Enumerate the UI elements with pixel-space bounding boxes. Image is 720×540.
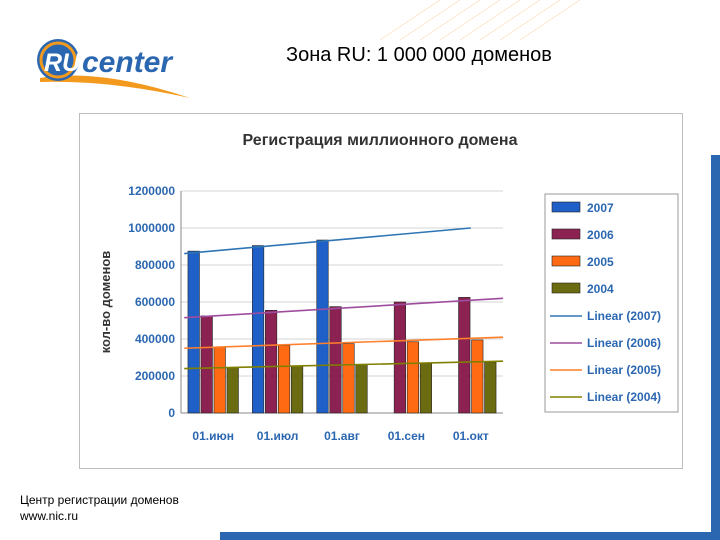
bar-2005-0 [213, 347, 226, 414]
legend-box [544, 193, 679, 413]
bar-2007-2 [316, 239, 329, 414]
bar-2004-2 [355, 364, 368, 414]
legend-label: 2005 [587, 255, 614, 269]
bar-2006-2 [329, 306, 342, 414]
legend-label: 2006 [587, 228, 614, 242]
legend-swatch-2005 [551, 255, 581, 267]
x-tick-label: 01.окт [453, 429, 489, 443]
slide-title: Зона RU: 1 000 000 доменов [286, 44, 552, 66]
chart-title: Регистрация миллионного домена [243, 132, 518, 149]
bar-2004-0 [226, 367, 239, 414]
rucenter-logo: RU center [30, 30, 200, 105]
trendline-0 [184, 227, 471, 255]
bar-2005-2 [342, 343, 355, 414]
svg-text:RU: RU [44, 49, 81, 77]
legend-label: 2004 [587, 282, 614, 296]
legend-label: Linear (2004) [587, 390, 661, 404]
y-tick-label: 400000 [135, 332, 175, 346]
x-tick-label: 01.авг [324, 429, 360, 443]
footer-url[interactable]: www.nic.ru [20, 509, 79, 523]
legend-swatch-2006 [551, 228, 581, 240]
footer-company: Центр регистрации доменов [20, 493, 179, 507]
y-tick-label: 200000 [135, 369, 175, 383]
legend-label: Linear (2007) [587, 309, 661, 323]
trendline-2 [184, 336, 504, 350]
y-tick-label: 0 [168, 406, 175, 420]
legend-swatch-2007 [551, 201, 581, 213]
y-tick-label: 1200000 [128, 184, 175, 198]
bar-chart: Регистрация миллионного домена 0 200000 400… [98, 132, 679, 443]
bar-2005-1 [278, 345, 291, 414]
y-tick-label: 800000 [135, 258, 175, 272]
trendline-3 [184, 360, 504, 370]
x-tick-label: 01.июл [257, 429, 299, 443]
bar-2006-3 [393, 301, 406, 414]
bar-2007-0 [187, 250, 200, 414]
legend-label: Linear (2006) [587, 336, 661, 350]
bar-2004-1 [291, 365, 304, 414]
legend-label: 2007 [587, 201, 614, 215]
bar-2004-4 [484, 361, 497, 414]
bar-2007-1 [252, 245, 265, 414]
legend-swatch-2004 [551, 282, 581, 294]
legend-label: Linear (2005) [587, 363, 661, 377]
trendline-1 [184, 297, 504, 319]
x-tick-label: 01.июн [192, 429, 234, 443]
bar-2004-3 [419, 363, 432, 414]
bar-2005-3 [406, 341, 419, 414]
bar-2006-0 [200, 315, 213, 414]
bar-2006-4 [458, 297, 471, 414]
chart-panel: Регистрация миллионного домена 0 200000 400… [79, 113, 683, 469]
x-tick-label: 01.сен [388, 429, 425, 443]
decorative-stripes [380, 0, 581, 40]
svg-text:center: center [82, 46, 174, 79]
right-accent-bar [711, 155, 720, 540]
bar-2006-1 [265, 310, 278, 414]
y-axis-label: кол-во доменов [98, 251, 113, 354]
footer: Центр регистрации доменов www.nic.ru [20, 492, 179, 524]
bar-2005-4 [471, 339, 484, 414]
y-tick-label: 600000 [135, 295, 175, 309]
y-tick-label: 1000000 [128, 221, 175, 235]
bottom-accent-bar [220, 532, 720, 540]
